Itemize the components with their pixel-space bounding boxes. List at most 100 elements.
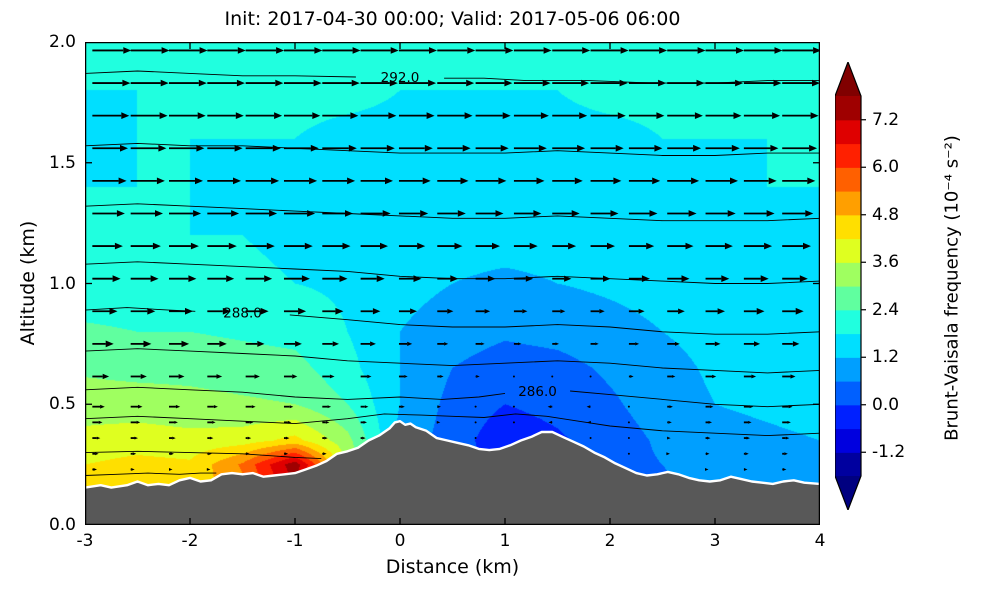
wind-arrow-head: [372, 308, 381, 315]
wind-arrow-head: [536, 177, 545, 185]
wind-arrow-head: [795, 307, 804, 315]
wind-arrow-head: [492, 242, 500, 250]
wind-arrow-head: [206, 468, 211, 471]
wind-arrow-head: [638, 308, 645, 314]
colorbar-band: [835, 214, 861, 240]
wind-arrow-head: [292, 374, 298, 379]
wind-arrow-head: [745, 452, 749, 456]
wind-arrow-head: [233, 177, 241, 185]
colorbar-band: [835, 167, 861, 192]
wind-arrow-head: [289, 405, 294, 409]
wind-calm-dot: [512, 375, 515, 378]
colorbar-tick-label: 1.2: [872, 347, 900, 368]
wind-calm-dot: [627, 405, 630, 408]
wind-arrow-head: [542, 79, 551, 87]
x-tick-label: -1: [286, 531, 304, 551]
y-tick-label: 1.0: [48, 273, 76, 294]
wind-calm-dot: [627, 421, 630, 424]
wind-arrow-head: [635, 342, 640, 346]
colorbar-band: [835, 333, 861, 358]
wind-arrow-head: [467, 47, 476, 54]
wind-arrow-head: [714, 341, 721, 347]
wind-arrow-head: [447, 308, 454, 314]
wind-calm-dot: [512, 421, 515, 424]
wind-arrow-head: [813, 47, 820, 54]
wind-arrow-head: [271, 177, 280, 185]
wind-arrow-head: [785, 436, 790, 440]
wind-arrow-head: [548, 420, 552, 424]
wind-arrow-head: [174, 420, 178, 424]
wind-arrow-head: [424, 144, 433, 152]
wind-arrow-head: [641, 275, 650, 282]
wind-arrow-head: [345, 210, 353, 217]
wind-arrow-head: [370, 341, 376, 347]
wind-arrow-head: [498, 177, 507, 185]
wind-arrow-head: [751, 374, 757, 379]
wind-calm-dot: [474, 421, 477, 424]
chart-title: Init: 2017-04-30 00:00; Valid: 2017-05-0…: [224, 8, 681, 30]
wind-arrow-head: [407, 341, 413, 346]
y-tick-label: 0.0: [48, 515, 76, 535]
wind-arrow-head: [121, 112, 130, 119]
wind-arrow-head: [784, 452, 788, 456]
wind-arrow-head: [100, 404, 105, 409]
wind-arrow-head: [444, 342, 449, 346]
wind-arrow-head: [582, 47, 591, 54]
wind-arrow-head: [671, 375, 676, 378]
wind-arrow-head: [310, 144, 319, 152]
wind-calm-dot: [627, 452, 630, 455]
x-tick-label: 1: [499, 531, 511, 551]
colorbar-band: [835, 428, 861, 453]
wind-arrow-head: [422, 177, 431, 185]
wind-arrow-head: [708, 420, 712, 424]
wind-calm-dot: [474, 437, 477, 440]
wind-arrow-head: [540, 112, 549, 119]
wind-arrow-head: [525, 275, 534, 282]
wind-arrow-head: [712, 374, 717, 379]
isentrope-contour-line: [85, 413, 820, 437]
wind-arrow-head: [304, 242, 313, 250]
wind-arrow-head: [152, 242, 161, 250]
wind-arrow-head: [342, 242, 351, 250]
wind-arrow-head: [805, 210, 814, 217]
wind-arrow-head: [810, 112, 819, 119]
wind-arrow-head: [564, 275, 572, 282]
wind-arrow-head: [112, 275, 121, 282]
wind-arrow-head: [484, 309, 491, 314]
wind-arrow-head: [158, 144, 167, 152]
wind-arrow-head: [675, 341, 680, 346]
wind-arrow-head: [460, 177, 469, 185]
wind-arrow-head: [746, 436, 750, 440]
wind-arrow-head: [102, 373, 110, 380]
wind-arrow-head: [190, 242, 199, 250]
wind-arrow-head: [678, 308, 685, 315]
wind-arrow-head: [388, 112, 397, 119]
colorbar-band: [835, 96, 861, 121]
wind-arrow-head: [236, 79, 245, 87]
wind-arrow-head: [272, 144, 281, 152]
wind-arrow-head: [669, 405, 673, 409]
wind-arrow-head: [138, 404, 143, 409]
wind-arrow-head: [185, 307, 193, 315]
wind-arrow-head: [538, 144, 547, 152]
wind-arrow-head: [219, 340, 227, 347]
wind-arrow-head: [760, 275, 769, 282]
plot-area: 286.0 288.0 292.0: [85, 42, 820, 525]
wind-arrow-head: [466, 79, 475, 87]
wind-arrow-head: [362, 436, 366, 440]
wind-arrow-head: [161, 47, 170, 54]
wind-arrow-head: [332, 341, 339, 347]
wind-calm-dot: [512, 405, 515, 408]
wind-arrow-head: [188, 275, 197, 282]
wind-arrow-head: [413, 275, 422, 282]
wind-arrow-head: [749, 405, 754, 409]
wind-arrow-head: [724, 242, 733, 250]
wind-arrow-head: [450, 275, 459, 282]
wind-arrow-head: [147, 307, 156, 315]
wind-arrow-head: [172, 436, 176, 440]
wind-arrow-head: [390, 47, 399, 54]
wind-arrow-head: [313, 79, 322, 87]
wind-arrow-head: [522, 309, 528, 314]
